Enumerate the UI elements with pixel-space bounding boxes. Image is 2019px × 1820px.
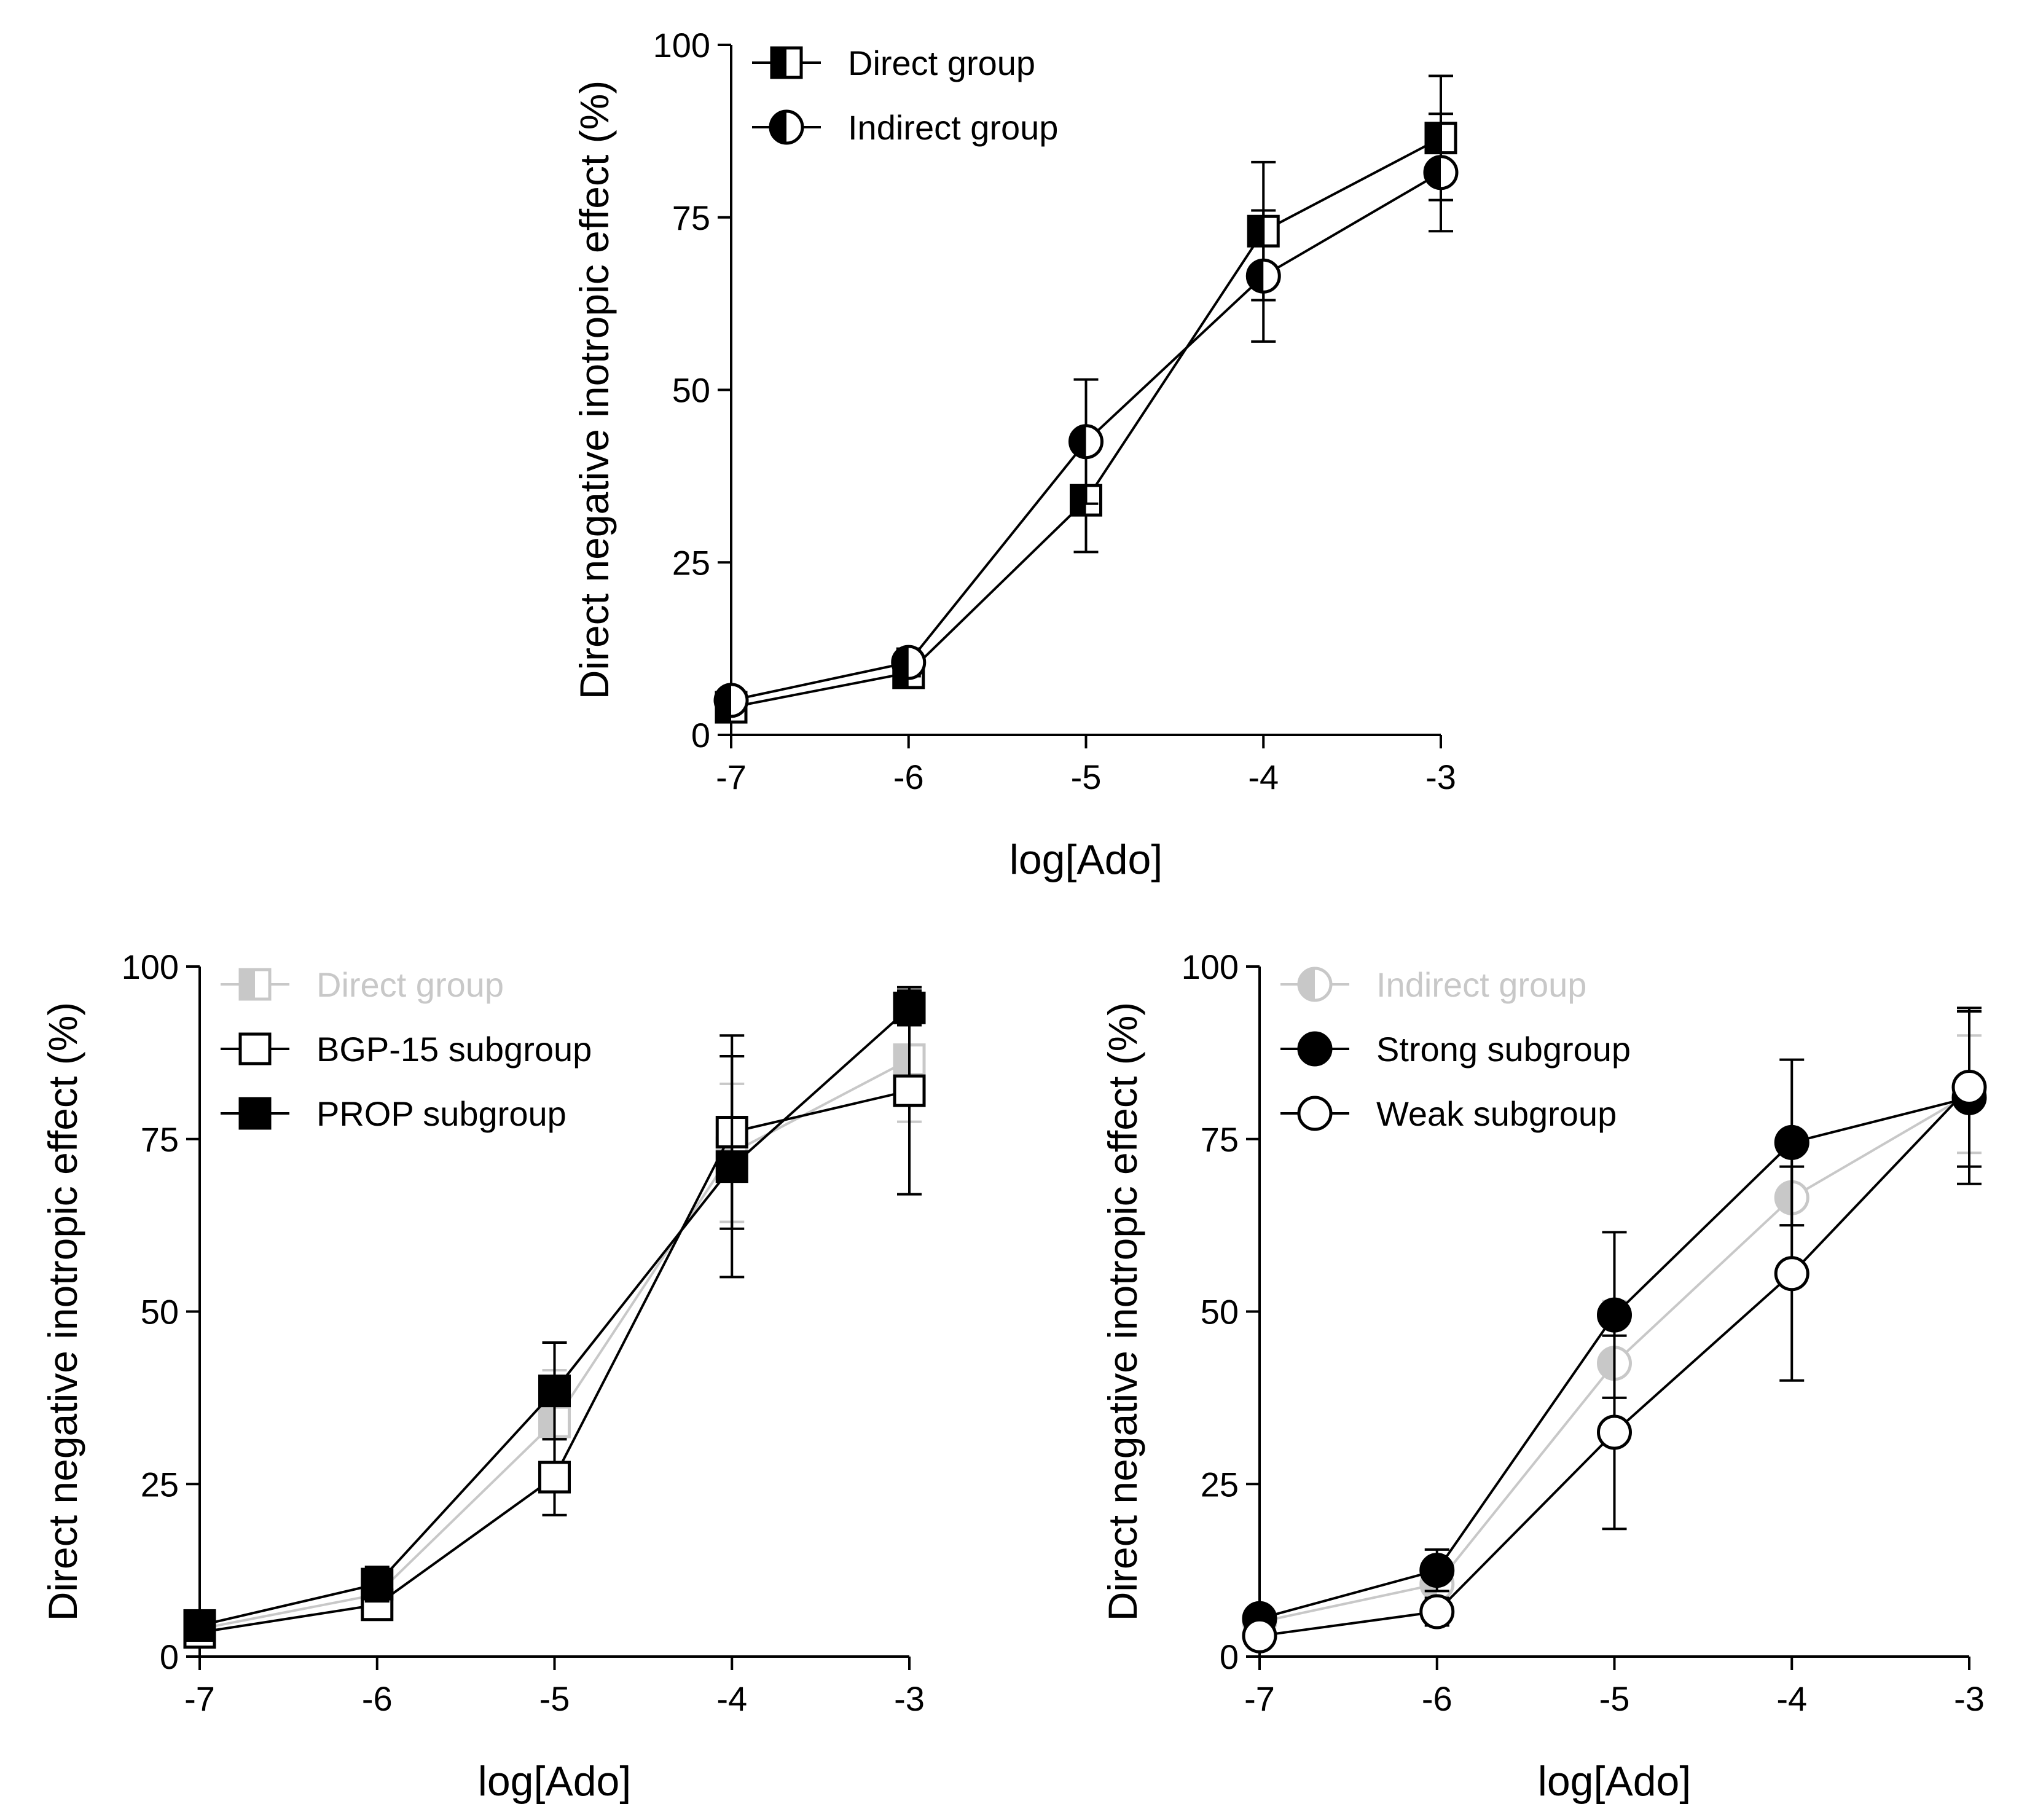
legend-marker-half-fill <box>770 111 786 143</box>
series-prop-subgroup <box>183 989 926 1642</box>
legend-marker <box>1297 1096 1333 1131</box>
x-axis-label: log[Ado] <box>1538 1758 1692 1805</box>
y-tick-label: 50 <box>1201 1293 1239 1332</box>
y-tick-label: 0 <box>691 716 710 755</box>
y-axis-label: Direct negative inotropic effect (%) <box>571 80 617 700</box>
data-point <box>1774 1124 1809 1160</box>
y-tick-label: 50 <box>141 1293 179 1332</box>
x-axis-label: log[Ado] <box>478 1758 632 1805</box>
data-point-half-fill <box>1776 1182 1792 1214</box>
x-tick-label: -5 <box>1071 758 1102 796</box>
data-point <box>1951 1070 1987 1105</box>
legend-marker <box>1297 1031 1333 1067</box>
x-tick-label: -4 <box>1776 1679 1807 1718</box>
x-tick-label: -7 <box>1244 1679 1275 1718</box>
legend-label: Indirect group <box>1376 965 1586 1004</box>
y-tick-label: 75 <box>141 1120 179 1159</box>
chart-bottom-left: 0 25 50 75 100 -7 -6 -5 -4 -3 log[Ado] Direct negat… <box>40 947 926 1805</box>
data-point-half-fill <box>1070 425 1086 458</box>
x-tick-label: -4 <box>716 1679 747 1718</box>
chart-top: 0 25 50 75 100 -7 -6 -5 -4 -3 log[Ado] Direct negat… <box>571 26 1459 883</box>
x-tick-label: -6 <box>893 758 924 796</box>
legend-marker <box>238 1097 272 1130</box>
x-tick-label: -3 <box>1425 758 1456 796</box>
y-tick-label: 75 <box>672 198 710 237</box>
data-point <box>893 991 926 1024</box>
data-point-half-fill <box>1598 1347 1615 1379</box>
data-point-half-fill <box>1425 156 1441 189</box>
legend-marker-half-fill <box>240 970 255 999</box>
data-point <box>1242 1618 1277 1653</box>
y-axis-label: Direct negative inotropic effect (%) <box>40 1002 85 1622</box>
legend-label: Direct group <box>316 965 504 1004</box>
legend-label: BGP-15 subgroup <box>316 1030 592 1069</box>
x-tick-label: -3 <box>1954 1679 1985 1718</box>
data-point <box>538 1375 571 1408</box>
legend-marker-half-fill <box>772 48 786 77</box>
data-point-half-fill <box>1247 260 1264 292</box>
data-point <box>715 1150 748 1183</box>
x-tick-label: -5 <box>539 1679 570 1718</box>
legend-label: Weak subgroup <box>1376 1094 1617 1133</box>
legend-label: Strong subgroup <box>1376 1030 1631 1069</box>
legend-marker-half-fill <box>1299 968 1315 1000</box>
legend: Direct group Indirect group <box>752 44 1058 147</box>
data-point <box>1419 1553 1455 1588</box>
data-point-half-fill <box>892 646 909 679</box>
x-tick-label: -3 <box>894 1679 925 1718</box>
y-tick-label: 75 <box>1201 1120 1239 1159</box>
x-tick-label: -5 <box>1599 1679 1630 1718</box>
x-axis-label: log[Ado] <box>1010 836 1163 883</box>
x-tick-label: -7 <box>184 1679 215 1718</box>
y-tick-label: 100 <box>122 947 179 986</box>
data-point-half-fill <box>715 684 731 716</box>
y-tick-label: 0 <box>160 1638 179 1676</box>
data-point-half-fill <box>1249 216 1264 246</box>
data-point <box>1597 1297 1632 1333</box>
y-tick-label: 0 <box>1220 1638 1239 1676</box>
y-tick-label: 50 <box>672 371 710 410</box>
data-point-half-fill <box>895 1045 909 1075</box>
data-point <box>361 1567 394 1601</box>
data-point <box>538 1461 571 1494</box>
data-point <box>1597 1414 1632 1450</box>
x-tick-label: -6 <box>1422 1679 1453 1718</box>
x-tick-label: -6 <box>362 1679 393 1718</box>
y-axis-label: Direct negative inotropic effect (%) <box>1100 1002 1145 1622</box>
y-tick-label: 100 <box>1182 947 1239 986</box>
data-point <box>1419 1594 1455 1630</box>
data-point <box>893 1074 926 1107</box>
legend-label: Direct group <box>848 44 1035 82</box>
legend: Direct group BGP-15 subgroup PROP subgroup <box>221 965 592 1133</box>
x-tick-label: -4 <box>1248 758 1279 796</box>
data-point <box>183 1609 216 1642</box>
legend: Indirect group Strong subgroup Weak subgro… <box>1280 965 1631 1133</box>
series-weak-subgroup <box>1242 1006 1987 1653</box>
chart-bottom-right: 0 25 50 75 100 -7 -6 -5 -4 -3 log[Ado] Direct negat… <box>1100 947 1987 1805</box>
y-tick-label: 25 <box>141 1465 179 1504</box>
y-tick-label: 100 <box>653 26 710 65</box>
data-point-half-fill <box>1071 485 1086 516</box>
data-point-half-fill <box>1426 123 1441 153</box>
y-tick-label: 25 <box>1201 1465 1239 1504</box>
legend-label: Indirect group <box>848 108 1058 147</box>
x-tick-label: -7 <box>716 758 747 796</box>
data-point-half-fill <box>539 1407 555 1437</box>
legend-label: PROP subgroup <box>316 1094 566 1133</box>
series-indirect-group <box>713 112 1459 718</box>
legend-marker <box>238 1032 272 1065</box>
y-tick-label: 25 <box>672 543 710 582</box>
data-point <box>1774 1256 1809 1292</box>
